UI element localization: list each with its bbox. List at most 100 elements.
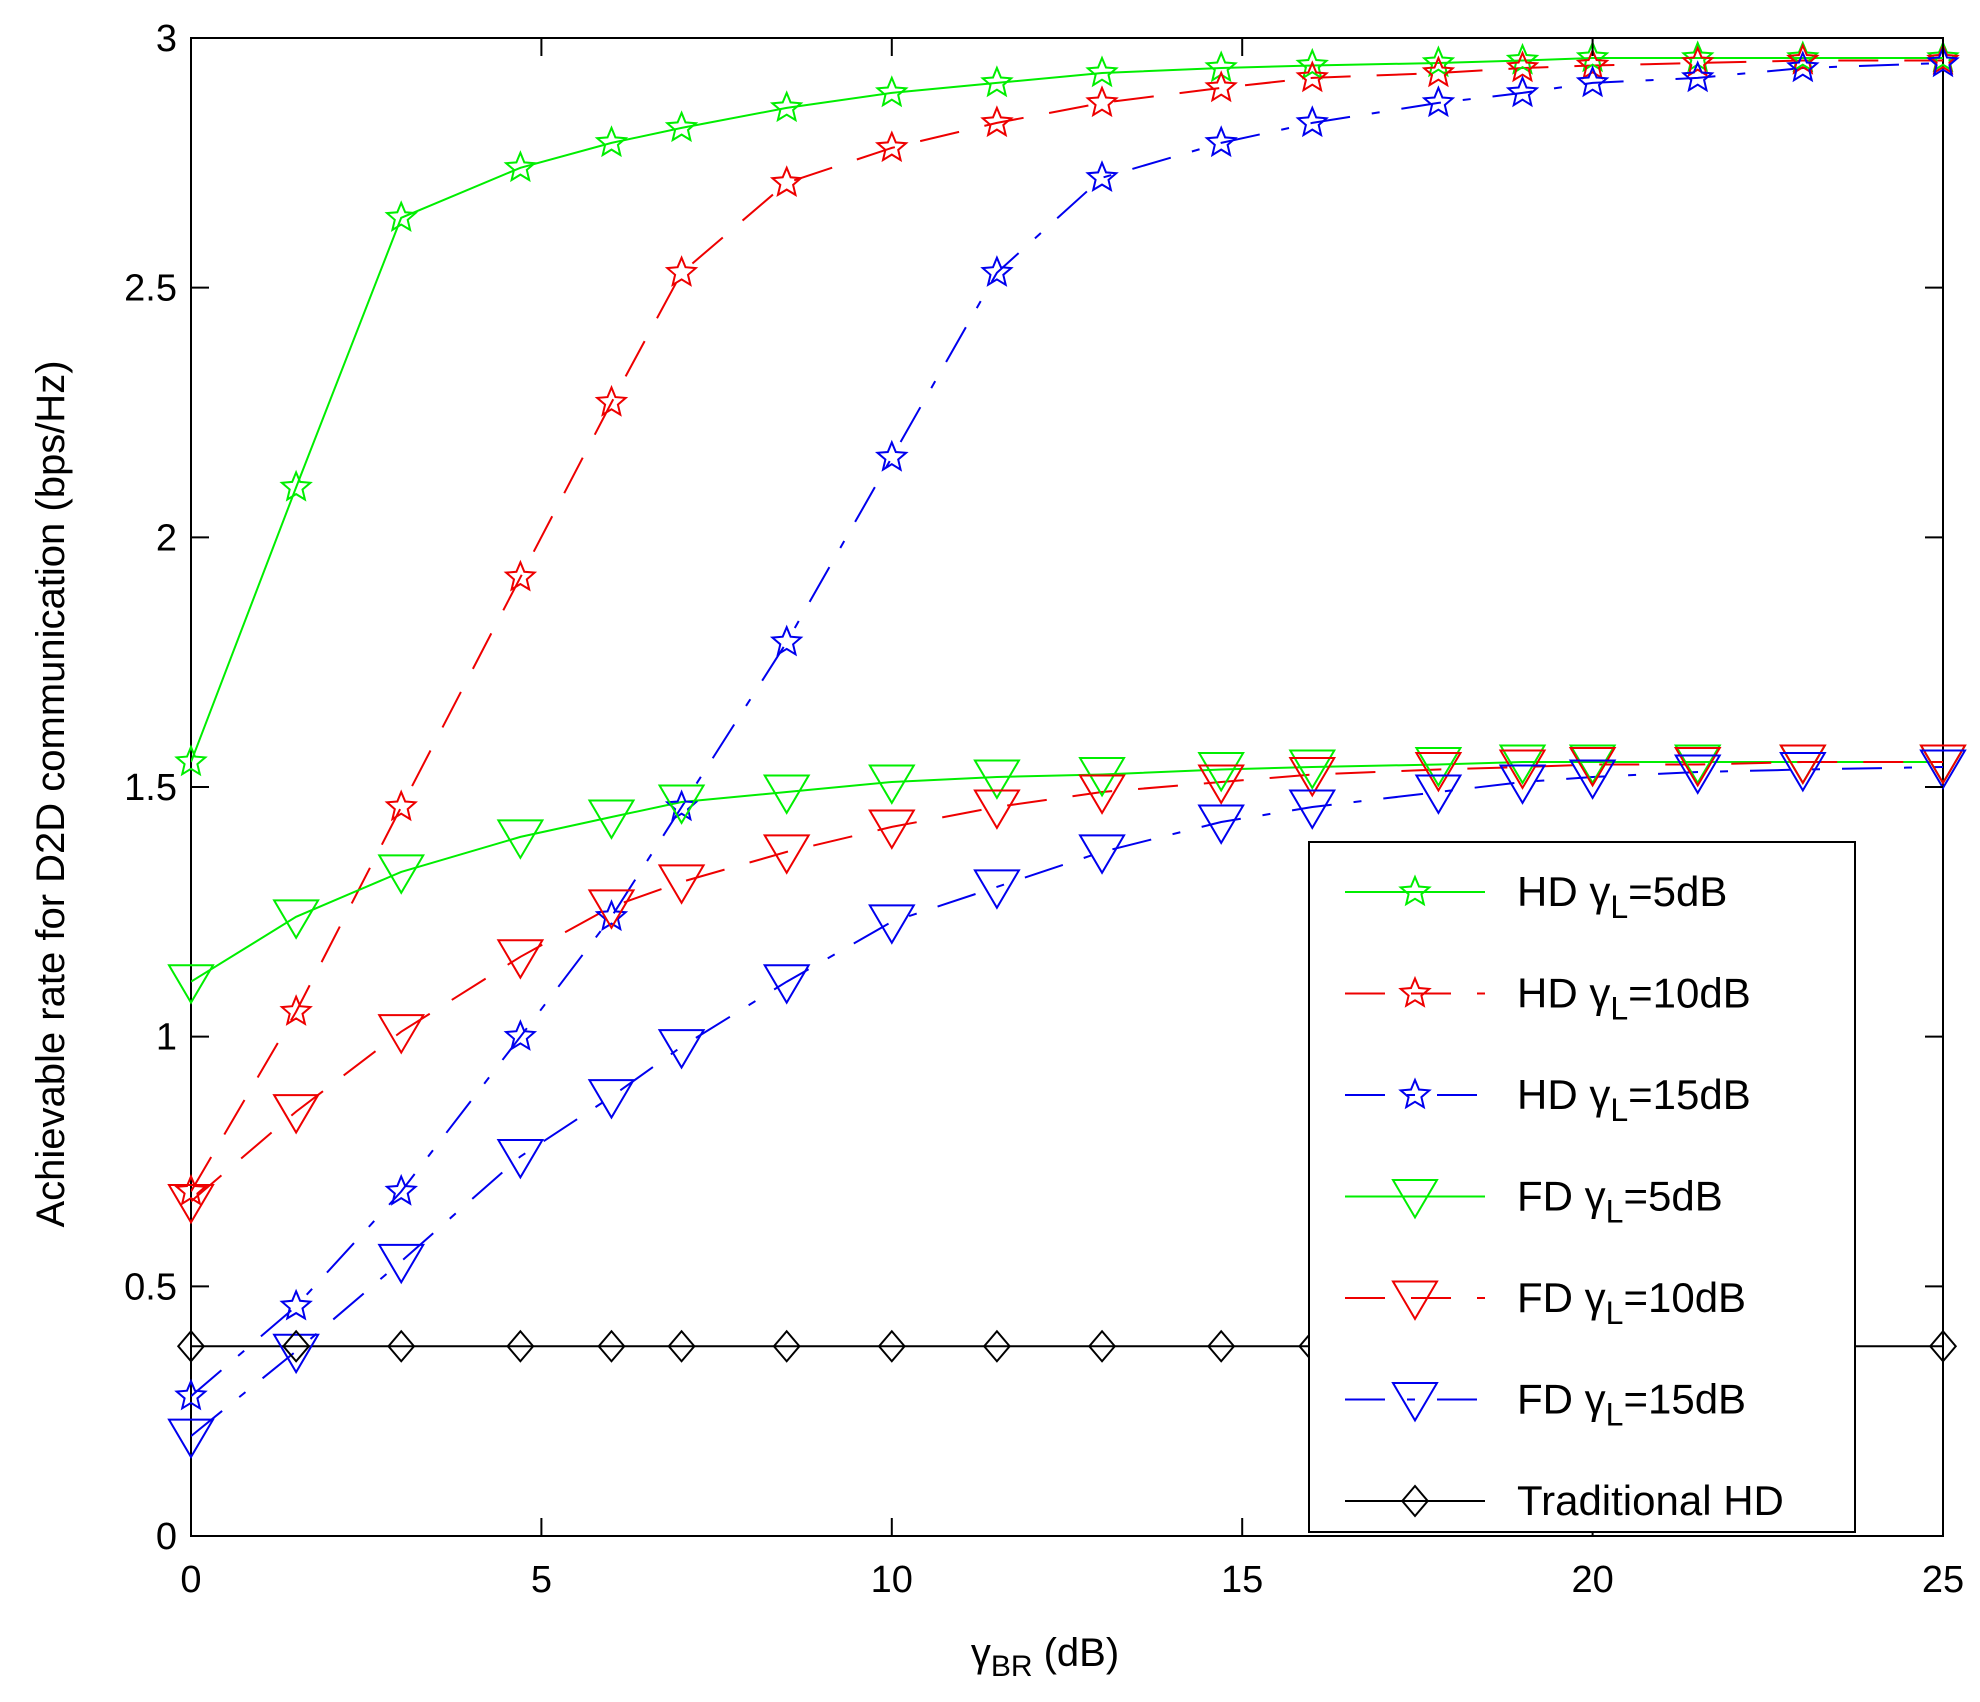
series-line-0 (191, 57, 1943, 763)
data-point-6-4 (597, 1329, 626, 1363)
data-point-5-8 (973, 869, 1021, 910)
data-point-1-0 (174, 1173, 208, 1206)
data-point-4-12 (1414, 752, 1463, 793)
data-point-2-5 (664, 789, 699, 822)
data-point-0-8 (980, 65, 1014, 98)
data-point-1-11 (1295, 60, 1329, 93)
legend-label-2: HD γL=15dB (1517, 1071, 1751, 1128)
data-point-5-15 (1673, 754, 1722, 795)
data-point-3-7 (868, 764, 916, 805)
data-point-6-6 (772, 1329, 801, 1363)
data-point-4-4 (587, 889, 636, 930)
y-tick-label: 2 (156, 517, 177, 559)
legend-label-0: HD γL=5dB (1517, 868, 1727, 925)
data-point-3-12 (1414, 747, 1463, 788)
data-point-0-11 (1295, 47, 1329, 80)
series-line-3 (191, 761, 1943, 983)
data-point-2-4 (594, 899, 629, 932)
data-point-0-17 (1926, 40, 1960, 73)
y-tick-label: 1 (156, 1017, 177, 1059)
data-point-1-9 (1085, 85, 1119, 118)
y-tick-label: 2.5 (124, 268, 177, 310)
data-point-4-7 (868, 809, 916, 850)
data-point-1-1 (279, 994, 313, 1026)
legend-marker-5 (1391, 1382, 1439, 1423)
data-point-4-2 (377, 1014, 425, 1055)
x-tick-label: 20 (1571, 1559, 1613, 1601)
data-point-2-12 (1421, 85, 1456, 118)
legend-box (1308, 841, 1856, 1533)
axis-tick-labels: 0 5 10 15 20 25 0 0.5 1 1.5 2 2.5 3 (124, 18, 1964, 1601)
y-axis-label: Achievable rate for D2D communication (b… (29, 360, 73, 1227)
data-point-1-2 (384, 789, 418, 822)
data-point-3-8 (973, 759, 1021, 800)
series-markers (167, 40, 1967, 1460)
data-point-0-2 (384, 200, 418, 233)
series-line-4 (191, 761, 1943, 1203)
x-axis-label: γBR (dB) (971, 1631, 1119, 1683)
data-point-4-9 (1078, 774, 1126, 815)
data-point-6-2 (387, 1329, 416, 1363)
data-point-6-1 (282, 1329, 311, 1363)
data-point-5-0 (167, 1418, 215, 1460)
data-point-2-17 (1926, 45, 1960, 78)
data-point-3-13 (1498, 744, 1547, 785)
data-point-1-14 (1575, 47, 1610, 80)
y-tick-label: 0 (156, 1516, 177, 1558)
data-point-3-3 (496, 819, 545, 860)
data-point-3-11 (1288, 749, 1337, 790)
x-tick-label: 5 (531, 1559, 552, 1601)
data-point-1-15 (1681, 45, 1715, 78)
data-point-4-17 (1919, 744, 1967, 785)
data-point-1-6 (769, 165, 804, 197)
data-point-4-1 (272, 1094, 320, 1135)
data-point-5-2 (377, 1243, 425, 1285)
data-point-4-0 (167, 1183, 215, 1225)
data-point-0-3 (503, 150, 538, 183)
data-point-3-4 (587, 799, 636, 840)
data-point-3-9 (1078, 757, 1126, 798)
data-point-2-10 (1204, 125, 1238, 158)
data-point-5-4 (587, 1079, 636, 1120)
data-point-2-14 (1575, 65, 1610, 98)
series-line-1 (191, 59, 1943, 1193)
data-point-3-14 (1568, 744, 1617, 785)
data-point-0-6 (769, 90, 804, 123)
data-point-6-17 (1928, 1329, 1958, 1363)
data-point-4-6 (762, 834, 811, 875)
data-point-0-1 (279, 469, 313, 502)
data-point-1-13 (1505, 50, 1540, 83)
legend-marker-2 (1398, 1077, 1432, 1110)
data-point-3-15 (1673, 744, 1722, 785)
data-point-2-16 (1786, 50, 1820, 83)
data-point-2-15 (1681, 60, 1715, 93)
data-point-6-5 (667, 1329, 696, 1363)
x-tick-label: 25 (1922, 1559, 1964, 1601)
data-point-5-5 (657, 1029, 706, 1070)
series-line-5 (191, 766, 1943, 1437)
data-point-5-16 (1779, 752, 1827, 793)
legend: HD γL=5dB HD γL=10dB HD γL=15dB FD γL=5dB FD… (1308, 841, 1856, 1533)
data-point-5-11 (1288, 789, 1337, 830)
data-point-5-13 (1498, 764, 1547, 805)
data-point-5-7 (868, 904, 916, 945)
data-point-4-15 (1673, 747, 1722, 788)
data-point-5-12 (1414, 774, 1463, 815)
data-point-0-13 (1505, 42, 1540, 75)
data-point-1-8 (980, 105, 1014, 138)
data-point-6-3 (506, 1329, 535, 1363)
data-point-1-16 (1786, 42, 1820, 75)
data-point-2-2 (384, 1173, 418, 1206)
series-line-2 (191, 62, 1943, 1397)
legend-label-5: FD γL=15dB (1517, 1376, 1746, 1433)
data-point-4-10 (1197, 764, 1245, 805)
data-point-1-17 (1926, 42, 1960, 75)
data-point-2-7 (875, 439, 909, 472)
data-point-5-17 (1919, 749, 1967, 790)
data-point-0-4 (594, 125, 629, 158)
legend-marker-3 (1391, 1179, 1439, 1220)
x-tick-label: 15 (1221, 1559, 1263, 1601)
data-point-0-7 (875, 75, 909, 108)
data-point-4-13 (1498, 749, 1547, 790)
